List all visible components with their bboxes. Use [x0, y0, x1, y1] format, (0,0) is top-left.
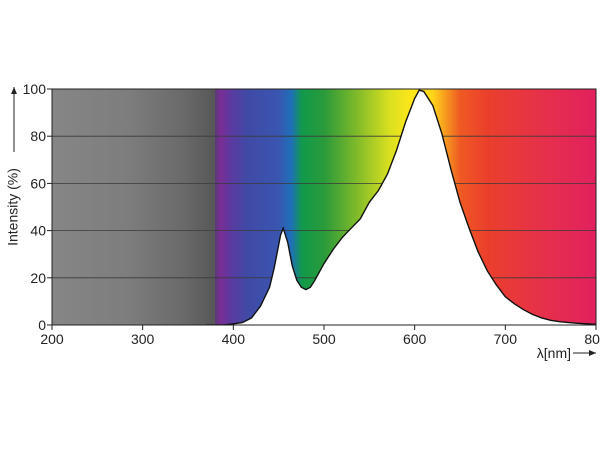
y-tick-label-20: 20 [30, 270, 46, 286]
x-axis-arrow-head [589, 350, 596, 356]
y-tick-label-100: 100 [23, 81, 47, 97]
x-tick-label-300: 300 [131, 331, 155, 347]
y-tick-label-60: 60 [30, 175, 46, 191]
x-tick-label-500: 500 [312, 331, 336, 347]
y-tick-label-40: 40 [30, 223, 46, 239]
grid [52, 135, 596, 279]
y-axis-arrow-head [11, 87, 17, 94]
x-tick-label-700: 700 [494, 331, 518, 347]
y-tick-labels: 0 20 40 60 80 100 [23, 81, 47, 333]
axis-ticks [47, 88, 597, 330]
x-tick-label-200: 200 [40, 331, 64, 347]
x-tick-label-800: 800 [584, 331, 600, 347]
x-axis-title: λ[nm] [537, 345, 571, 361]
emission-curve-fill [206, 90, 596, 325]
y-axis-title: Intensity (%) [5, 168, 21, 246]
x-tick-label-600: 600 [403, 331, 427, 347]
y-tick-label-80: 80 [30, 128, 46, 144]
y-tick-label-0: 0 [38, 317, 46, 333]
x-tick-label-400: 400 [222, 331, 246, 347]
x-tick-labels: 200 300 400 500 600 700 800 [40, 331, 600, 347]
emission-curve [206, 89, 596, 325]
